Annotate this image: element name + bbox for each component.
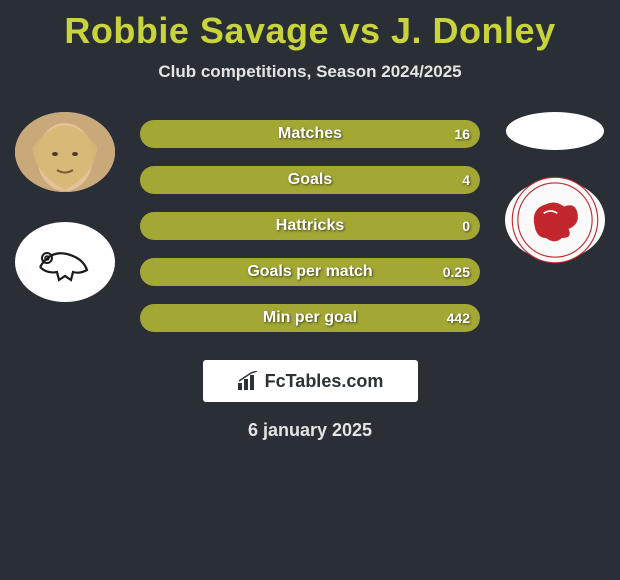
stat-label: Hattricks [276,217,344,235]
left-team-crest [15,222,115,302]
stat-bar: Min per goal 442 [140,304,480,332]
brand-text: FcTables.com [265,371,384,392]
stat-bar: Matches 16 [140,120,480,148]
dragon-crest-icon [510,175,600,265]
right-player-avatar [506,112,604,150]
stat-bars: Matches 16 Goals 4 Hattricks 0 Goals per match… [140,112,480,332]
stat-value-right: 16 [454,126,470,142]
stat-value-right: 4 [462,172,470,188]
stat-bar: Goals per match 0.25 [140,258,480,286]
stat-value-right: 0 [462,218,470,234]
page-title: Robbie Savage vs J. Donley [0,0,620,52]
left-player-avatar [15,112,115,192]
stat-bar: Hattricks 0 [140,212,480,240]
stat-label: Goals per match [247,263,372,281]
left-column [0,112,120,302]
comparison-panel: Matches 16 Goals 4 Hattricks 0 Goals per match… [0,112,620,332]
stat-value-right: 442 [447,310,470,326]
stat-label: Min per goal [263,309,357,327]
right-column [500,112,620,260]
footer-date: 6 january 2025 [0,420,620,441]
chart-icon [237,371,259,391]
stat-value-right: 0.25 [443,264,470,280]
stat-label: Matches [278,125,342,143]
brand-badge: FcTables.com [203,360,418,402]
subtitle: Club competitions, Season 2024/2025 [0,62,620,82]
stat-label: Goals [288,171,332,189]
right-team-crest [505,180,605,260]
ram-crest-icon [25,232,105,292]
avatar-placeholder-icon [15,112,115,192]
stat-bar: Goals 4 [140,166,480,194]
